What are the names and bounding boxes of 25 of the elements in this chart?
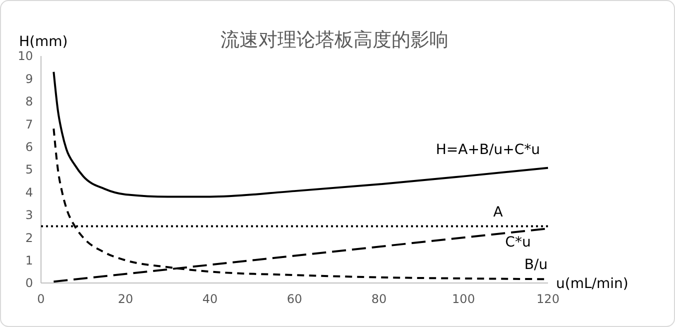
series-label: H=A+B/u+C*u: [436, 142, 540, 158]
y-tick-label: 10: [18, 49, 33, 64]
y-axis-title: H(mm): [19, 34, 68, 50]
x-tick-label: 40: [202, 292, 218, 306]
series-label: B/u: [524, 257, 548, 274]
y-tick-label: 9: [25, 72, 33, 86]
y-tick-label: 0: [25, 276, 33, 290]
y-tick-label: 1: [25, 254, 33, 268]
x-tick-label: 100: [452, 292, 475, 306]
x-tick-label: 20: [118, 292, 134, 306]
y-tick-label: 5: [25, 162, 33, 177]
series-label: A: [493, 204, 504, 220]
x-tick-label: 0: [37, 292, 45, 306]
y-tick-label: 8: [25, 94, 33, 109]
y-tick-label: 4: [25, 185, 33, 200]
y-tick-label: 6: [25, 140, 33, 154]
chart-title: 流速对理论塔板高度的影响: [220, 29, 448, 51]
y-tick-label: 2: [25, 230, 33, 245]
series-label: C*u: [505, 234, 531, 251]
y-tick-label: 7: [25, 117, 33, 132]
y-tick-label: 3: [25, 208, 33, 222]
x-tick-label: 60: [286, 292, 302, 306]
x-tick-label: 120: [536, 292, 560, 306]
x-tick-label: 80: [371, 292, 387, 306]
x-axis-title: u(mL/min): [556, 276, 628, 292]
